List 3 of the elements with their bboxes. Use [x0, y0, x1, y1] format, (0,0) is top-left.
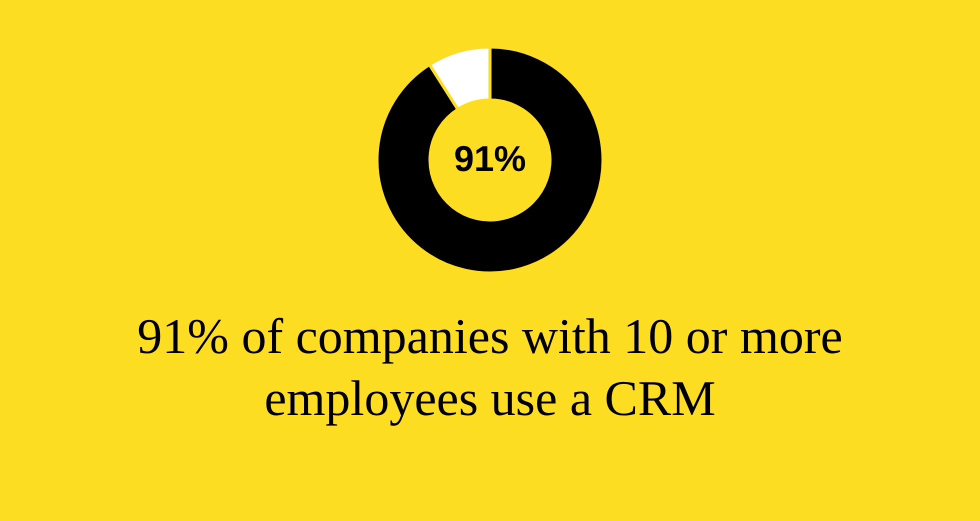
- donut-slice: [376, 46, 604, 274]
- text: 91% of companies with 10 or more employees use a CRM: [137, 308, 843, 426]
- data-label: 91%: [454, 138, 526, 179]
